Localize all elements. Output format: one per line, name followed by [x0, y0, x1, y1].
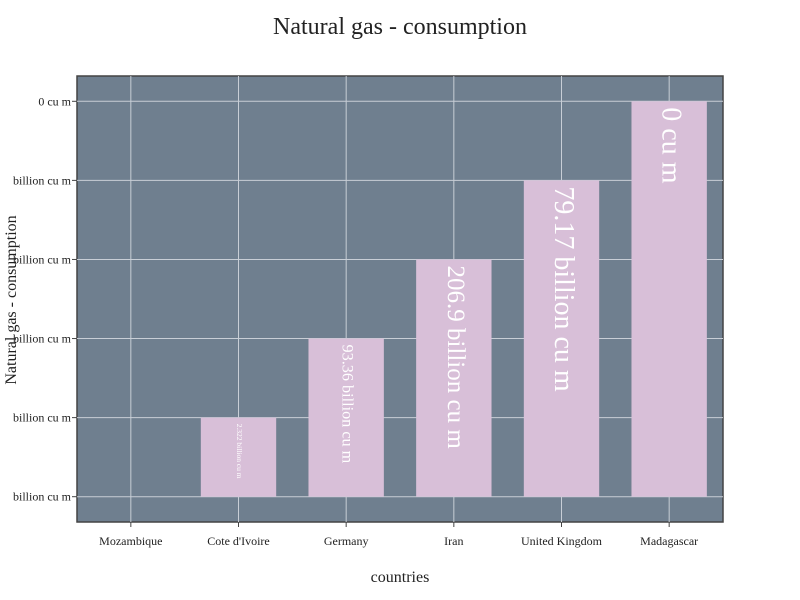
- y-tick-label: 0 cu m: [38, 94, 71, 108]
- x-tick-label: Germany: [324, 534, 369, 548]
- x-tick-label: Madagascar: [640, 534, 698, 548]
- x-axis-ticks: Mozambique Cote d'Ivoire Germany Iran United…: [99, 522, 698, 548]
- bar: [523, 180, 600, 497]
- bar-labels: 2.322 billion cu m 93.36 billion cu m 206.…: [235, 107, 687, 478]
- y-tick-label: billion cu m: [13, 411, 72, 425]
- plot-area: [76, 75, 724, 523]
- x-axis-title: countries: [370, 569, 430, 586]
- bar: [200, 417, 277, 497]
- bar: [416, 259, 492, 497]
- y-axis-title: Natural gas - consumption: [3, 215, 20, 385]
- y-tick-label: billion cu m: [13, 252, 72, 266]
- x-tick-label: Iran: [444, 534, 463, 548]
- x-tick-label: Mozambique: [99, 534, 162, 548]
- bar-value-label: 93.36 billion cu m: [338, 345, 356, 464]
- chart-title: Natural gas - consumption: [273, 14, 527, 40]
- x-tick-label: United Kingdom: [521, 534, 603, 548]
- bar-value-label: 0 cu m: [656, 107, 687, 183]
- y-tick-label: billion cu m: [13, 173, 72, 187]
- y-tick-label: billion cu m: [13, 490, 72, 504]
- bar: [308, 338, 384, 497]
- bars: [200, 101, 707, 497]
- bar: [631, 101, 707, 497]
- y-axis-ticks: billion cu m billion cu m billion cu m bill…: [13, 94, 77, 504]
- x-tick-label: Cote d'Ivoire: [207, 534, 269, 548]
- bar-value-label: 206.9 billion cu m: [442, 265, 469, 449]
- bar-value-label: 79.17 billion cu m: [548, 186, 579, 392]
- y-tick-label: billion cu m: [13, 332, 72, 346]
- bar-value-label: 2.322 billion cu m: [235, 424, 244, 479]
